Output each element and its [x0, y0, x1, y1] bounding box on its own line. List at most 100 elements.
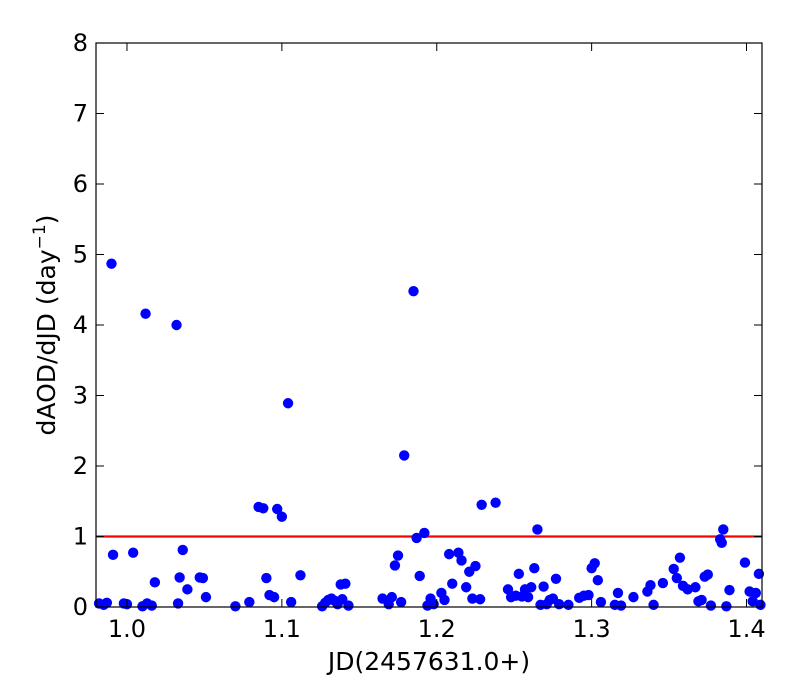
y-tick-label: 2 [73, 452, 88, 480]
data-point [526, 582, 537, 593]
data-point [182, 584, 193, 595]
data-point [702, 569, 713, 580]
data-point [106, 258, 117, 269]
plot-frame [95, 42, 763, 608]
y-axis-label-close: ) [32, 215, 61, 225]
data-point [439, 594, 450, 606]
data-point [522, 591, 534, 603]
data-point [628, 591, 639, 603]
y-tick-label: 3 [73, 382, 88, 410]
data-point [724, 584, 735, 596]
y-tick-label: 0 [73, 593, 88, 621]
data-point [657, 577, 669, 589]
data-point [340, 578, 351, 589]
data-point [428, 598, 439, 610]
data-point [739, 557, 751, 568]
y-axis-label-main: dAOD/dJD (day [32, 249, 61, 435]
data-point [532, 524, 543, 535]
data-point [674, 552, 686, 563]
data-point [200, 591, 212, 603]
data-point [705, 600, 717, 611]
data-point [456, 555, 467, 566]
data-point [750, 587, 762, 599]
data-point [268, 591, 280, 603]
data-point [474, 594, 486, 605]
y-tick-label: 5 [73, 241, 88, 269]
data-point [716, 537, 727, 549]
x-tick-label: 1.1 [263, 615, 301, 643]
data-point [343, 600, 354, 611]
y-tick-label: 4 [73, 311, 88, 339]
x-tick-label: 1.4 [727, 615, 765, 643]
data-point [261, 572, 272, 584]
data-point [612, 587, 624, 599]
data-point [419, 527, 430, 539]
y-tick-label: 8 [73, 29, 88, 57]
data-point [101, 597, 113, 608]
data-point [513, 568, 525, 580]
data-point [563, 599, 574, 611]
data-point [648, 599, 659, 611]
y-axis-label: dAOD/dJD (day−1) [30, 215, 61, 436]
data-point [282, 398, 294, 409]
x-tick-label: 1.2 [418, 615, 456, 643]
data-point [127, 547, 139, 558]
data-point [696, 594, 707, 606]
data-point [230, 601, 241, 612]
data-point [443, 548, 455, 560]
data-point [140, 308, 151, 319]
data-point [285, 596, 297, 608]
data-point [172, 598, 184, 609]
y-tick-label: 7 [73, 100, 88, 128]
data-point [671, 572, 683, 584]
data-point [490, 497, 501, 508]
data-point [645, 579, 656, 591]
data-point [553, 598, 565, 610]
data-point [395, 596, 407, 608]
data-point [107, 549, 119, 561]
data-point [171, 319, 182, 331]
data-point [690, 582, 701, 593]
data-point [668, 563, 679, 575]
data-point [550, 573, 562, 584]
data-point [197, 572, 209, 584]
data-point [476, 499, 487, 510]
data-point [392, 550, 404, 561]
data-point [467, 593, 478, 604]
data-point [244, 596, 255, 608]
data-point [721, 601, 732, 612]
data-point [589, 558, 600, 569]
data-point [411, 532, 422, 544]
data-point [538, 581, 549, 592]
data-point [276, 511, 288, 522]
x-tick-label: 1.0 [108, 615, 146, 643]
y-tick-label: 1 [73, 523, 88, 551]
data-point [447, 578, 458, 589]
data-point [258, 503, 269, 514]
data-point [389, 560, 401, 571]
y-axis-label-exponent: −1 [30, 224, 50, 249]
data-point [755, 599, 766, 611]
data-point [615, 600, 627, 611]
data-point [408, 285, 419, 297]
data-point [583, 589, 594, 601]
data-point [399, 450, 410, 461]
data-point [529, 563, 540, 574]
data-point [460, 582, 472, 593]
data-point [386, 591, 398, 603]
data-point [414, 570, 425, 582]
data-point [470, 560, 481, 572]
x-axis-label: JD(2457631.0+) [326, 647, 530, 676]
x-tick-label: 1.3 [573, 615, 611, 643]
data-point [747, 596, 758, 607]
data-point [718, 524, 729, 535]
data-point [146, 600, 157, 611]
data-point [592, 575, 604, 586]
data-point [272, 503, 283, 515]
data-point [174, 572, 185, 583]
data-point [595, 596, 607, 608]
data-point [177, 544, 188, 556]
y-tick-label: 6 [73, 170, 88, 198]
